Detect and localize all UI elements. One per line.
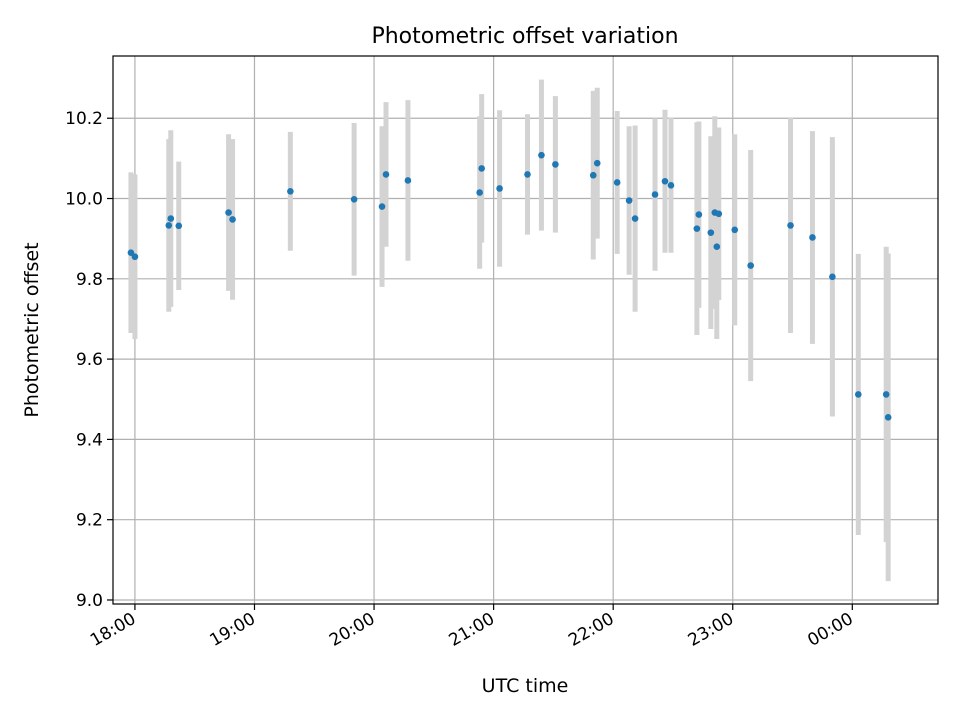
x-tick-label: 18:00 xyxy=(87,609,139,651)
data-point xyxy=(167,215,175,222)
data-point xyxy=(631,215,639,222)
data-point xyxy=(287,187,294,195)
y-tick-label: 10.2 xyxy=(65,109,103,129)
y-tick-label: 9.4 xyxy=(76,430,103,450)
data-point xyxy=(854,391,862,398)
data-point xyxy=(552,161,559,168)
data-point xyxy=(496,185,503,192)
y-axis-ticks: 9.0 9.2 9.4 9.6 9.8 10.0 10.2 xyxy=(65,109,113,611)
data-point xyxy=(731,226,739,234)
data-point xyxy=(713,243,721,250)
y-tick-label: 9.6 xyxy=(76,350,103,370)
x-tick-label: 22:00 xyxy=(565,609,617,651)
y-tick-label: 9.2 xyxy=(76,511,103,531)
x-tick-label: 21:00 xyxy=(446,609,498,651)
data-point xyxy=(175,222,183,230)
x-tick-label: 20:00 xyxy=(326,609,378,651)
data-point xyxy=(382,171,390,178)
data-point xyxy=(404,177,412,184)
data-point xyxy=(715,210,723,218)
data-point xyxy=(613,179,621,186)
x-tick-label: 19:00 xyxy=(207,609,259,651)
x-axis-label: UTC time xyxy=(482,675,569,697)
data-point xyxy=(538,151,545,159)
data-point xyxy=(747,262,754,269)
data-point xyxy=(524,171,531,178)
y-tick-label: 10.0 xyxy=(65,190,103,210)
x-tick-label: 00:00 xyxy=(804,609,856,651)
data-point xyxy=(593,159,601,167)
data-point xyxy=(589,171,597,179)
data-point xyxy=(625,197,633,204)
x-tick-label: 23:00 xyxy=(685,609,737,651)
data-point xyxy=(378,203,386,210)
chart-title: Photometric offset variation xyxy=(371,24,678,49)
data-point xyxy=(667,181,675,189)
data-point xyxy=(884,414,892,421)
plot-frame xyxy=(112,55,939,605)
data-point xyxy=(693,225,701,232)
data-point xyxy=(707,229,715,236)
data-point xyxy=(229,216,236,223)
data-point xyxy=(165,222,173,229)
y-axis-label: Photometric offset xyxy=(21,242,43,417)
data-point xyxy=(695,211,703,218)
data-point xyxy=(225,209,232,216)
error-bars xyxy=(128,79,891,582)
data-point xyxy=(131,253,139,261)
y-tick-label: 9.8 xyxy=(76,270,103,290)
x-axis-ticks: 18:00 19:00 20:00 21:00 22:00 23:00 00:00 xyxy=(87,604,857,651)
data-point xyxy=(829,273,836,281)
data-point xyxy=(882,391,890,398)
data-point xyxy=(478,165,485,172)
data-points xyxy=(127,151,892,421)
data-point xyxy=(809,234,816,241)
data-point xyxy=(787,222,794,229)
data-point xyxy=(661,177,669,185)
data-point xyxy=(350,196,358,203)
data-point xyxy=(651,191,659,198)
data-point xyxy=(476,189,483,196)
data-point xyxy=(127,249,135,257)
y-tick-label: 9.0 xyxy=(76,591,103,611)
